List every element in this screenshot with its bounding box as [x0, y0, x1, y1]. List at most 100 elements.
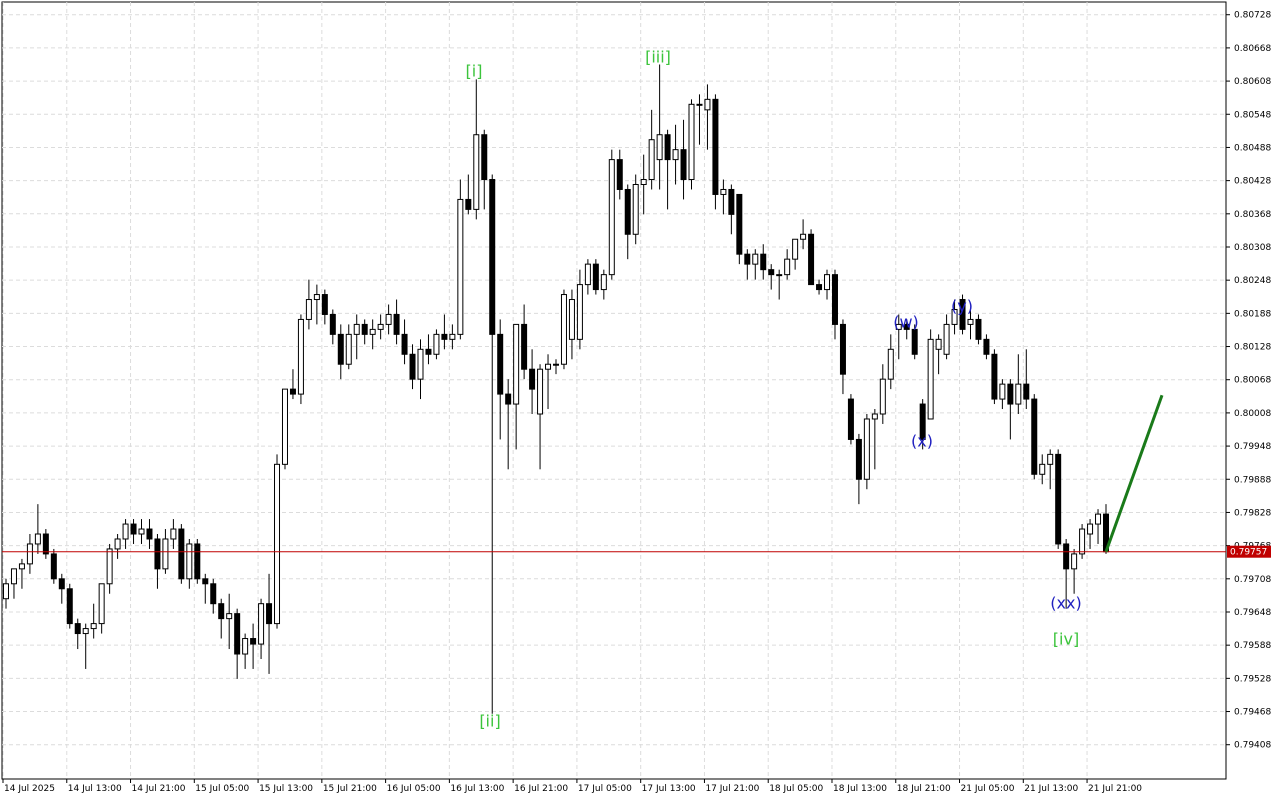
candle-body — [210, 583, 217, 605]
candle-body — [895, 323, 902, 330]
y-tick-label: 0.79468 — [1234, 708, 1271, 718]
candle-body — [202, 578, 209, 585]
y-tick-label: 0.80608 — [1234, 77, 1271, 87]
candle-body — [401, 333, 408, 355]
candle-body — [329, 313, 336, 335]
candle-body — [696, 103, 703, 106]
x-tick-label: 14 Jul 13:00 — [68, 784, 122, 794]
candle-body — [855, 438, 862, 480]
candle-body — [624, 188, 631, 235]
x-tick-label: 14 Jul 2025 — [4, 784, 55, 794]
candle-body — [935, 338, 942, 350]
candle-body — [545, 363, 552, 370]
candle-body — [1055, 453, 1062, 545]
candle-body — [497, 333, 504, 395]
candle-body — [1015, 383, 1022, 405]
y-tick-label: 0.80188 — [1234, 309, 1271, 319]
candle-body — [871, 413, 878, 420]
plot-frame — [1, 1, 1227, 780]
x-tick-label: 14 Jul 21:00 — [132, 784, 186, 794]
candle-body — [369, 328, 376, 335]
y-tick-label: 0.79648 — [1234, 608, 1271, 618]
candle-body — [887, 348, 894, 380]
x-tick-label: 16 Jul 21:00 — [514, 784, 568, 794]
candle-body — [927, 338, 934, 420]
candle-body — [441, 333, 448, 340]
candle-body — [186, 543, 193, 580]
candle-body — [82, 628, 89, 635]
y-tick-label: 0.79708 — [1234, 575, 1271, 585]
candle-body — [943, 323, 950, 355]
candle-body — [1079, 528, 1086, 555]
candle-body — [505, 393, 512, 405]
candle-body — [768, 269, 775, 276]
candle-body — [449, 333, 456, 340]
candle-body — [122, 523, 129, 540]
candle-body — [250, 638, 257, 645]
candle-body — [640, 179, 647, 185]
candle-body — [879, 378, 886, 415]
candle-body — [632, 183, 639, 235]
candle-body — [967, 318, 974, 325]
wave-label: (w) — [893, 313, 919, 332]
wave-label: (x) — [911, 432, 933, 451]
y-tick-label: 0.80728 — [1234, 11, 1271, 21]
candle-body — [616, 159, 623, 190]
last-price-tag — [1227, 545, 1271, 558]
y-tick-label: 0.79588 — [1234, 641, 1271, 651]
candle-body — [792, 238, 799, 260]
candle-body — [592, 263, 599, 291]
candle-body — [281, 388, 288, 465]
candle-body — [560, 294, 567, 365]
x-tick-label: 15 Jul 05:00 — [195, 784, 249, 794]
candle-body — [1031, 398, 1038, 475]
candle-body — [688, 103, 695, 181]
candle-body — [784, 258, 791, 276]
candle-body — [138, 528, 145, 535]
candle-body — [1063, 543, 1070, 570]
y-tick-label: 0.79948 — [1234, 442, 1271, 452]
candle-body — [274, 463, 281, 625]
y-tick-label: 0.80128 — [1234, 343, 1271, 353]
candle-body — [74, 623, 81, 635]
candle-body — [537, 368, 544, 415]
x-tick-label: 21 Jul 21:00 — [1088, 784, 1142, 794]
y-tick-label: 0.80068 — [1234, 376, 1271, 386]
candle-body — [353, 323, 360, 335]
candle-body — [385, 313, 392, 325]
candle-body — [672, 149, 679, 161]
candle-body — [847, 398, 854, 440]
candle-body — [736, 193, 743, 255]
candle-body — [903, 323, 910, 330]
candle-body — [473, 134, 480, 210]
candle-body — [728, 188, 735, 215]
x-tick-label: 18 Jul 13:00 — [833, 784, 887, 794]
y-tick-label: 0.80248 — [1234, 276, 1271, 286]
candle-body — [337, 333, 344, 365]
candle-body — [776, 274, 783, 277]
candle-body — [959, 299, 966, 330]
candle-body — [242, 638, 249, 655]
y-tick-label: 0.80368 — [1234, 210, 1271, 220]
candle-body — [1023, 383, 1030, 400]
candle-body — [66, 588, 73, 625]
candle-body — [457, 198, 464, 335]
candle-body — [489, 179, 496, 335]
candle-body — [808, 233, 815, 286]
candle-body — [130, 523, 137, 535]
candle-body — [824, 274, 831, 291]
x-tick-label: 21 Jul 05:00 — [961, 784, 1015, 794]
wave-label: [i] — [466, 62, 483, 81]
y-tick-label: 0.79888 — [1234, 475, 1271, 485]
candle-body — [744, 253, 751, 265]
x-tick-label: 18 Jul 05:00 — [769, 784, 823, 794]
x-tick-label: 17 Jul 13:00 — [642, 784, 696, 794]
candle-body — [433, 333, 440, 355]
candle-body — [529, 368, 536, 390]
candle-body — [648, 139, 655, 181]
candle-body — [34, 533, 41, 545]
candle-body — [568, 299, 575, 340]
candle-body — [218, 603, 225, 620]
x-tick-label: 21 Jul 13:00 — [1024, 784, 1078, 794]
